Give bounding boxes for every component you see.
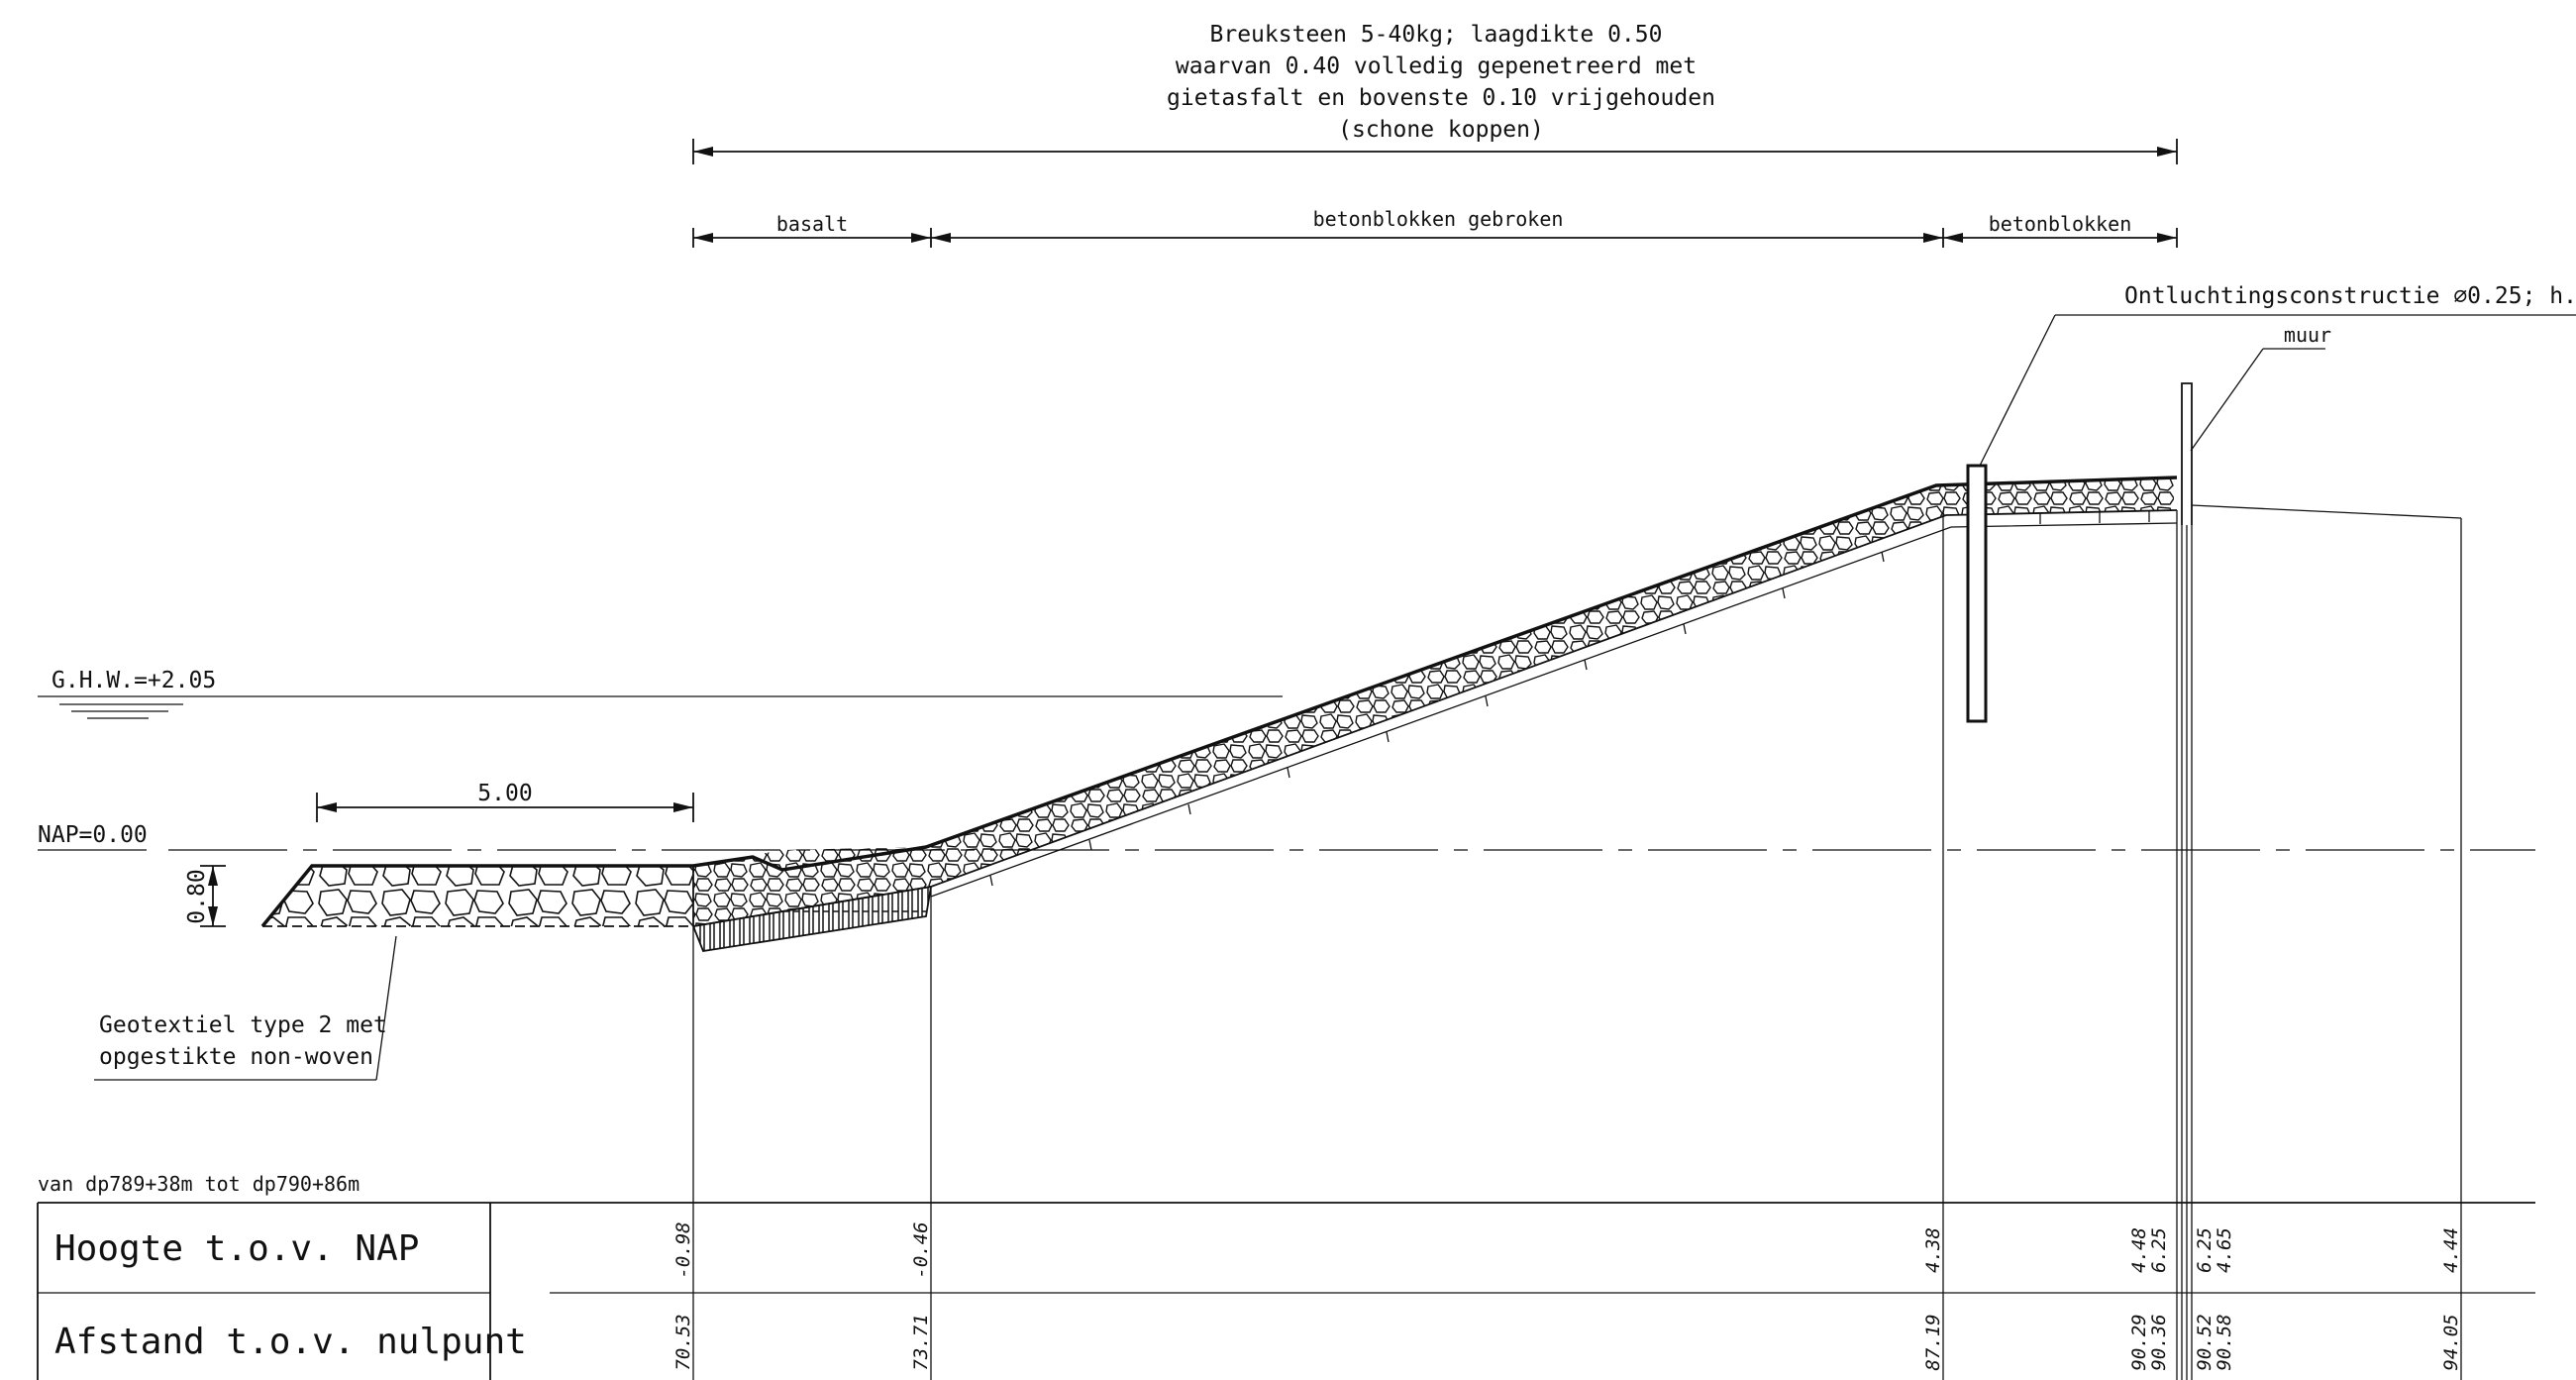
nap-level: NAP=0.00 xyxy=(38,822,2535,851)
hoogte-value: 4.44 xyxy=(2440,1227,2462,1273)
afstand-value: 73.71 xyxy=(910,1314,932,1370)
row-label-hoogte: Hoogte t.o.v. NAP xyxy=(54,1228,419,1269)
toe-rock-layer xyxy=(260,864,694,928)
ontluchting-callout: Ontluchtingsconstructie ∅0.25; h.o.h. 20 xyxy=(1975,283,2576,475)
crest-wall xyxy=(2181,382,2193,525)
hoogte-value: 6.25 xyxy=(2194,1227,2215,1273)
muur-callout: muur xyxy=(2190,323,2331,452)
hoogte-value: -0.46 xyxy=(910,1221,932,1278)
row-label-afstand: Afstand t.o.v. nulpunt xyxy=(54,1322,527,1362)
nap-label: NAP=0.00 xyxy=(38,822,148,848)
afstand-value: 90.58 xyxy=(2214,1314,2235,1370)
segment-label-betonblokken: betonblokken xyxy=(1989,212,2132,236)
hoogte-value: -0.98 xyxy=(672,1221,694,1278)
slope-rock-layer xyxy=(692,476,2178,927)
geotextiel-label-line-2: opgestikte non-woven xyxy=(99,1044,373,1070)
afstand-value: 90.29 xyxy=(2128,1314,2150,1370)
reference-verticals xyxy=(692,510,2193,1380)
ghw-level: G.H.W.=+2.05 xyxy=(38,668,1283,719)
muur-label: muur xyxy=(2284,323,2331,347)
note-line-2: waarvan 0.40 volledig gepenetreerd met xyxy=(1176,53,1697,79)
afstand-value: 87.19 xyxy=(1922,1314,1944,1370)
note-line-1: Breuksteen 5-40kg; laagdikte 0.50 xyxy=(1210,22,1663,48)
hoogte-value: 4.48 xyxy=(2128,1227,2150,1273)
ventilation-pipe xyxy=(1966,464,1988,723)
afstand-value: 90.36 xyxy=(2148,1314,2170,1370)
hoogte-value: 4.65 xyxy=(2214,1227,2235,1273)
hoogte-value: 4.38 xyxy=(1922,1227,1944,1273)
revetment-extent-dimension xyxy=(692,139,2178,164)
ontluchting-label: Ontluchtingsconstructie ∅0.25; h.o.h. 20 xyxy=(2124,283,2576,309)
toe-width-label: 5.00 xyxy=(477,781,532,806)
note-line-4: (schone koppen) xyxy=(1338,117,1544,143)
geotextiel-label-line-1: Geotextiel type 2 met xyxy=(99,1012,387,1038)
profile-table: van dp789+38m tot dp790+86m Hoogte t.o.v… xyxy=(37,1172,2535,1380)
ghw-label: G.H.W.=+2.05 xyxy=(52,668,216,693)
segment-label-basalt: basalt xyxy=(776,212,848,236)
toe-thickness-label: 0.80 xyxy=(184,869,210,923)
geotextiel-callout: Geotextiel type 2 met opgestikte non-wov… xyxy=(94,935,397,1081)
segment-label-betonblokken-gebroken: betonblokken gebroken xyxy=(1313,207,1564,231)
revetment-note: Breuksteen 5-40kg; laagdikte 0.50 waarva… xyxy=(1167,22,1715,143)
note-line-3: gietasfalt en bovenste 0.10 vrijgehouden xyxy=(1167,85,1715,111)
hoogte-value: 6.25 xyxy=(2148,1227,2170,1273)
toe-thickness-dimension: 0.80 xyxy=(184,865,226,927)
afstand-value: 90.52 xyxy=(2194,1314,2215,1370)
afstand-value: 94.05 xyxy=(2440,1314,2462,1370)
afstand-value: 70.53 xyxy=(672,1314,694,1370)
table-range-caption: van dp789+38m tot dp790+86m xyxy=(38,1172,360,1196)
crest-ground-line xyxy=(2191,504,2462,1380)
segment-dimensions: basalt betonblokken gebroken betonblokke… xyxy=(692,207,2178,248)
toe-width-dimension: 5.00 xyxy=(316,781,694,822)
